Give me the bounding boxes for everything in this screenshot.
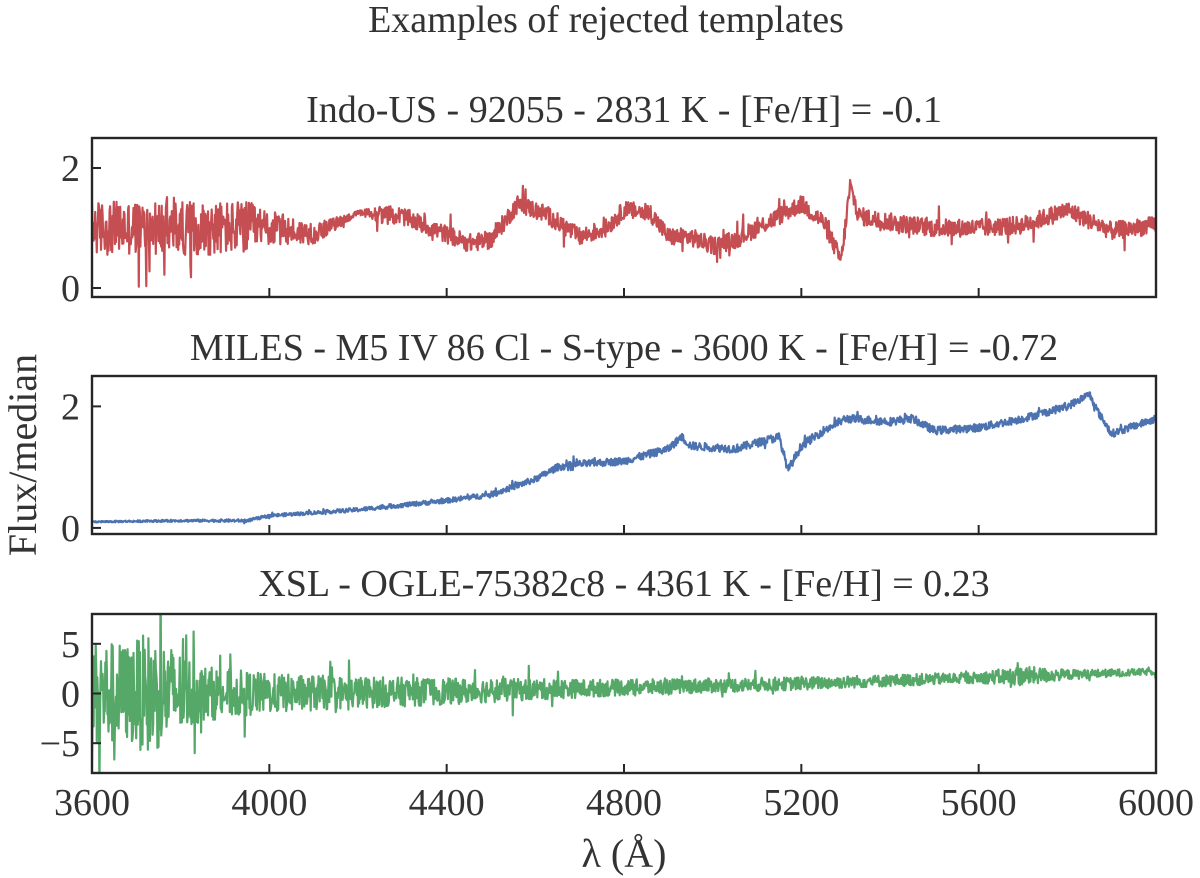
x-tick-label: 4000 xyxy=(231,782,307,824)
x-tick-label: 5200 xyxy=(763,782,839,824)
y-tick-label: 2 xyxy=(61,386,80,428)
y-tick-label: 5 xyxy=(61,624,80,666)
panel-xsl: XSL - OGLE-75382c8 - 4361 K - [Fe/H] = 0… xyxy=(40,563,1194,824)
spectrum-line-indo-us xyxy=(92,178,1156,288)
x-tick-label: 4400 xyxy=(409,782,485,824)
figure-suptitle: Examples of rejected templates xyxy=(368,0,844,41)
x-tick-label: 4800 xyxy=(586,782,662,824)
panel-frame-miles xyxy=(90,374,1158,536)
panel-indo-us: Indo-US - 92055 - 2831 K - [Fe/H] = -0.1… xyxy=(61,89,1158,310)
panel-miles: MILES - M5 IV 86 Cl - S-type - 3600 K - … xyxy=(61,327,1158,550)
x-tick-label: 6000 xyxy=(1118,782,1194,824)
panel-title-xsl: XSL - OGLE-75382c8 - 4361 K - [Fe/H] = 0… xyxy=(258,563,989,605)
y-axis-label: Flux/median xyxy=(0,354,45,556)
spectrum-line-xsl xyxy=(92,614,1156,773)
spectrum-line-miles xyxy=(92,391,1156,525)
y-tick-label: 2 xyxy=(61,148,80,190)
y-tick-label: −5 xyxy=(40,723,80,765)
x-axis-label: λ (Å) xyxy=(582,831,667,876)
panel-title-indo-us: Indo-US - 92055 - 2831 K - [Fe/H] = -0.1 xyxy=(306,89,942,131)
x-tick-label: 5600 xyxy=(941,782,1017,824)
y-tick-label: 0 xyxy=(61,268,80,310)
panel-title-miles: MILES - M5 IV 86 Cl - S-type - 3600 K - … xyxy=(190,327,1058,369)
y-tick-label: 0 xyxy=(61,674,80,716)
y-tick-label: 0 xyxy=(61,508,80,550)
x-tick-label: 3600 xyxy=(54,782,130,824)
